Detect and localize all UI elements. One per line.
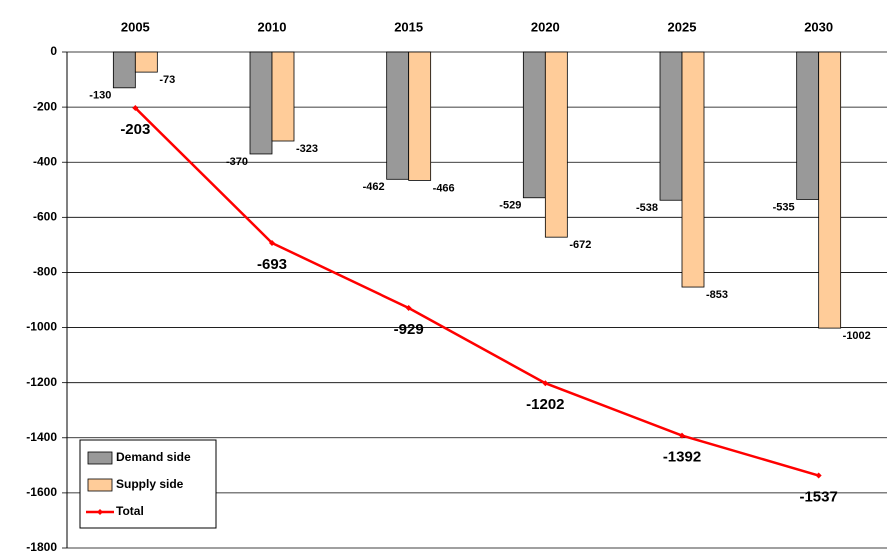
value-label: -853 <box>706 289 728 301</box>
x-tick-label: 2015 <box>394 19 423 34</box>
value-label: -323 <box>296 143 318 155</box>
y-tick-label: -800 <box>33 265 57 279</box>
value-label: -203 <box>120 121 150 138</box>
bar <box>408 51 432 181</box>
line <box>134 107 820 477</box>
y-tick-label: 0 <box>50 44 57 58</box>
legend-swatch <box>87 478 113 492</box>
legend-label: Total <box>116 504 144 518</box>
legend: Demand side Supply side Total <box>79 439 217 529</box>
bar <box>544 51 568 238</box>
value-label: -529 <box>499 200 521 212</box>
bar <box>386 51 410 180</box>
bar <box>659 51 683 201</box>
y-tick-label: -400 <box>33 154 57 168</box>
value-label: -370 <box>226 156 248 168</box>
point <box>405 304 412 311</box>
y-tick-label: -1400 <box>26 430 57 444</box>
value-label: -929 <box>394 321 424 338</box>
bar <box>249 51 273 155</box>
x-tick-label: 2020 <box>531 19 560 34</box>
point <box>542 380 549 387</box>
bar <box>522 51 546 199</box>
value-label: -73 <box>159 74 175 86</box>
point <box>132 104 139 111</box>
value-label: -693 <box>257 256 287 273</box>
value-label: -1202 <box>526 396 564 413</box>
legend-label: Supply side <box>116 477 184 491</box>
point <box>679 432 685 439</box>
point <box>815 472 822 479</box>
x-tick-label: 2025 <box>668 19 697 34</box>
value-label: -1537 <box>799 488 837 505</box>
bar <box>796 51 820 200</box>
value-label: -1392 <box>663 449 701 466</box>
y-tick-label: -1800 <box>26 540 57 554</box>
value-label: -462 <box>363 181 385 193</box>
value-label: -1002 <box>843 330 871 342</box>
legend-swatch <box>87 451 113 465</box>
point <box>269 239 275 246</box>
x-tick-label: 2010 <box>258 19 287 34</box>
value-label: -535 <box>773 201 795 213</box>
value-label: -538 <box>636 202 658 214</box>
bar <box>818 51 842 329</box>
x-tick-label: 2030 <box>804 19 833 34</box>
bar <box>681 51 705 288</box>
legend-label: Demand side <box>116 450 191 464</box>
y-tick-label: -1600 <box>26 485 57 499</box>
bar <box>271 51 295 142</box>
bar <box>112 51 136 89</box>
legend-swatch <box>97 509 103 515</box>
y-tick-label: -200 <box>33 99 57 113</box>
value-label: -130 <box>89 90 111 102</box>
x-tick-label: 2005 <box>121 19 150 34</box>
y-tick-label: -600 <box>33 210 57 224</box>
value-label: -672 <box>569 239 591 251</box>
value-label: -466 <box>433 182 455 194</box>
y-tick-label: -1200 <box>26 375 57 389</box>
bar <box>134 51 158 73</box>
y-tick-label: -1000 <box>26 320 57 334</box>
